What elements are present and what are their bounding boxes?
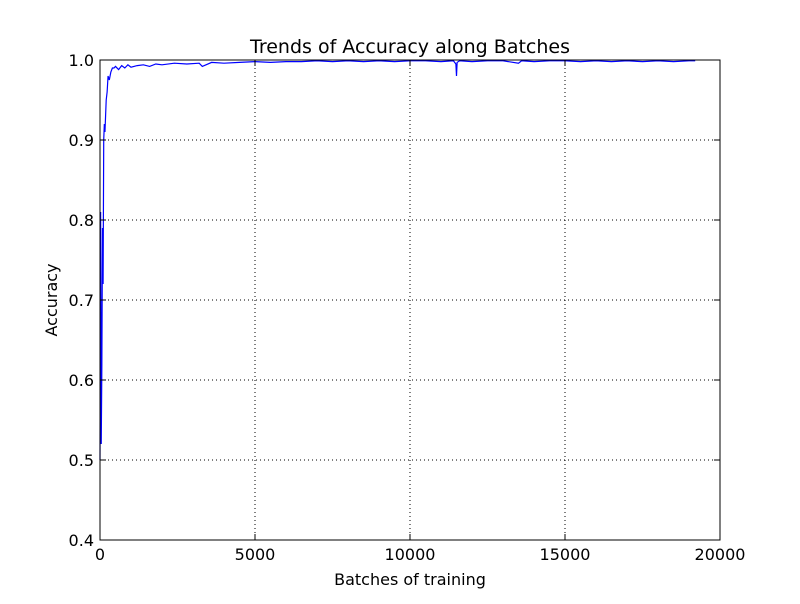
x-tick-label: 5000 <box>235 545 276 564</box>
axis-ticks: 0 5000 10000 15000 20000 0.4 0.5 0.6 0.7 0.8 0.9 1.… <box>69 51 746 564</box>
chart-title: Trends of Accuracy along Batches <box>249 36 570 58</box>
y-tick-label: 0.9 <box>69 131 94 150</box>
x-tick-label: 20000 <box>695 545 746 564</box>
y-axis-label: Accuracy <box>42 263 61 336</box>
series-line <box>99 60 696 461</box>
x-tick-label: 0 <box>95 545 105 564</box>
y-tick-label: 0.5 <box>69 451 94 470</box>
y-tick-label: 0.4 <box>69 531 94 550</box>
y-tick-label: 1.0 <box>69 51 94 70</box>
y-tick-label: 0.6 <box>69 371 94 390</box>
y-tick-label: 0.8 <box>69 211 94 230</box>
x-axis-label: Batches of training <box>334 570 486 589</box>
y-tick-label: 0.7 <box>69 291 94 310</box>
x-tick-label: 15000 <box>540 545 591 564</box>
x-tick-label: 10000 <box>385 545 436 564</box>
series-layer <box>99 60 696 461</box>
